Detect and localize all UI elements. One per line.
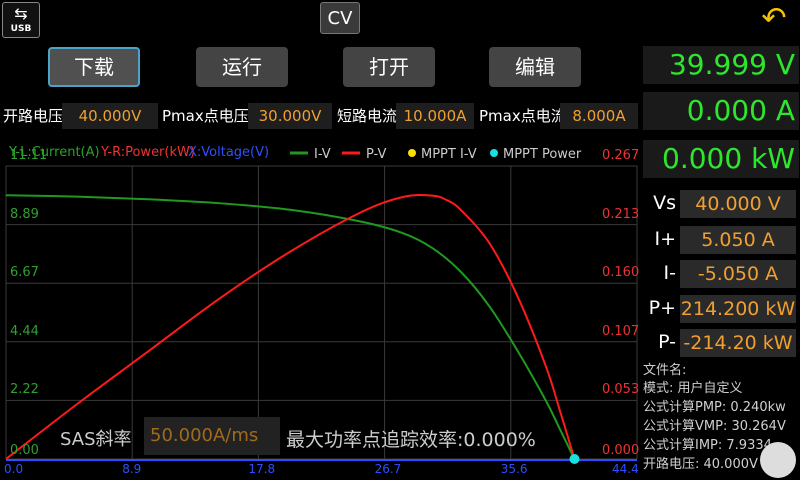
info-filename: 文件名: — [643, 363, 687, 378]
info-mode: 模式: 用户自定义 — [643, 381, 743, 396]
pminus-label: P- — [658, 331, 676, 353]
tick-x-label: 0.0 — [4, 462, 24, 476]
iminus-label: I- — [663, 262, 676, 284]
home-button[interactable] — [760, 442, 796, 478]
run-button[interactable]: 运行 — [196, 47, 288, 87]
current-readout: 0.000 A — [643, 92, 799, 130]
tick-right-label: 0.107 — [602, 323, 640, 339]
chart: I-V P-V MPPT I-V MPPT Power — [5, 147, 638, 464]
open-button[interactable]: 打开 — [343, 47, 435, 87]
tick-x-label: 26.7 — [374, 462, 402, 476]
tick-left-label: 2.22 — [10, 382, 39, 398]
mode-button[interactable]: CV — [320, 2, 360, 34]
iminus-field[interactable]: -5.050 A — [680, 260, 796, 288]
usb-label: USB — [10, 24, 32, 34]
pplus-label: P+ — [648, 297, 676, 319]
tick-x-label: 44.4 — [612, 462, 639, 476]
tick-left-label: 11.11 — [10, 148, 48, 163]
axis-left-title: Y-L:Current(A) — [9, 145, 100, 160]
series-iv-line — [5, 194, 576, 460]
tick-left-label: 4.44 — [10, 323, 39, 339]
series-pv-line — [5, 193, 576, 460]
sas-field[interactable]: 50.000A/ms — [144, 417, 280, 455]
axis-x-title: X:Voltage(V) — [188, 145, 270, 160]
voc-label: 开路电压 — [3, 107, 64, 125]
download-button[interactable]: 下载 — [48, 47, 140, 87]
vmp-label: Pmax点电压 — [162, 107, 249, 125]
pplus-field[interactable]: 214.200 kW — [680, 295, 796, 323]
voltage-readout: 39.999 V — [643, 46, 799, 84]
tick-left-label: 0.00 — [10, 443, 39, 458]
legend-label: I-V — [314, 147, 331, 162]
vs-field[interactable]: 40.000 V — [680, 190, 796, 218]
info-vmp: 公式计算VMP: 30.264V — [643, 419, 786, 434]
info-voc: 开路电压: 40.000V — [643, 457, 758, 472]
tick-left-label: 6.67 — [10, 265, 39, 281]
edit-button[interactable]: 编辑 — [489, 47, 581, 87]
back-arrow-icon[interactable]: ↶ — [761, 1, 787, 36]
pminus-field[interactable]: -214.20 kW — [680, 329, 796, 357]
info-pmp: 公式计算PMP: 0.240kw — [643, 400, 786, 415]
usb-icon: ⇆ — [14, 4, 28, 23]
tick-right-label: 0.053 — [602, 382, 640, 398]
vs-label: Vs — [653, 192, 676, 214]
tick-x-label: 8.9 — [122, 462, 142, 476]
imp-label: Pmax点电流 — [479, 107, 566, 125]
iplus-label: I+ — [654, 228, 676, 250]
voc-field[interactable]: 40.000V — [62, 103, 158, 129]
legend-swatch — [490, 149, 498, 157]
tick-right-label: 0.000 — [602, 443, 640, 458]
tick-left-label: 8.89 — [10, 206, 39, 222]
tick-right-label: 0.213 — [602, 206, 640, 222]
series-mppt-power-point — [569, 454, 580, 464]
imp-field[interactable]: 8.000A — [560, 103, 638, 129]
usb-button[interactable]: ⇆ USB — [2, 2, 40, 38]
isc-field[interactable]: 10.000A — [396, 103, 474, 129]
mppt-efficiency: 最大功率点追踪效率:0.000% — [286, 429, 536, 451]
tick-x-label: 35.6 — [500, 462, 528, 476]
tick-right-label: 0.160 — [602, 265, 640, 281]
legend-label: P-V — [366, 147, 386, 162]
tick-x-label: 17.8 — [248, 462, 276, 476]
isc-label: 短路电流 — [337, 107, 398, 125]
sas-label: SAS斜率 — [60, 429, 132, 450]
info-imp: 公式计算IMP: 7.9334 — [643, 438, 772, 453]
legend-label: MPPT I-V — [421, 147, 477, 162]
power-readout: 0.000 kW — [643, 140, 799, 178]
tick-right-label: 0.267 — [602, 148, 640, 163]
legend-swatch — [408, 149, 416, 157]
legend-label: MPPT Power — [503, 147, 582, 162]
axis-right-title: Y-R:Power(kW) — [101, 145, 195, 160]
vmp-field[interactable]: 30.000V — [248, 103, 332, 129]
iplus-field[interactable]: 5.050 A — [680, 226, 796, 254]
plot-area — [5, 165, 638, 460]
